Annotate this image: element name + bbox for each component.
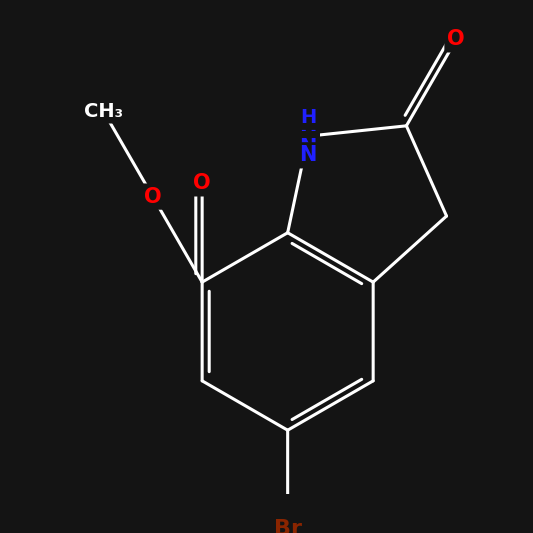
Text: O: O <box>144 187 161 207</box>
Text: H
N: H N <box>300 115 317 158</box>
Text: O: O <box>193 173 211 193</box>
Text: H: H <box>300 108 316 127</box>
Text: O: O <box>448 29 465 50</box>
Text: Br: Br <box>273 519 302 533</box>
Text: CH₃: CH₃ <box>84 102 123 120</box>
Text: N: N <box>300 146 317 165</box>
